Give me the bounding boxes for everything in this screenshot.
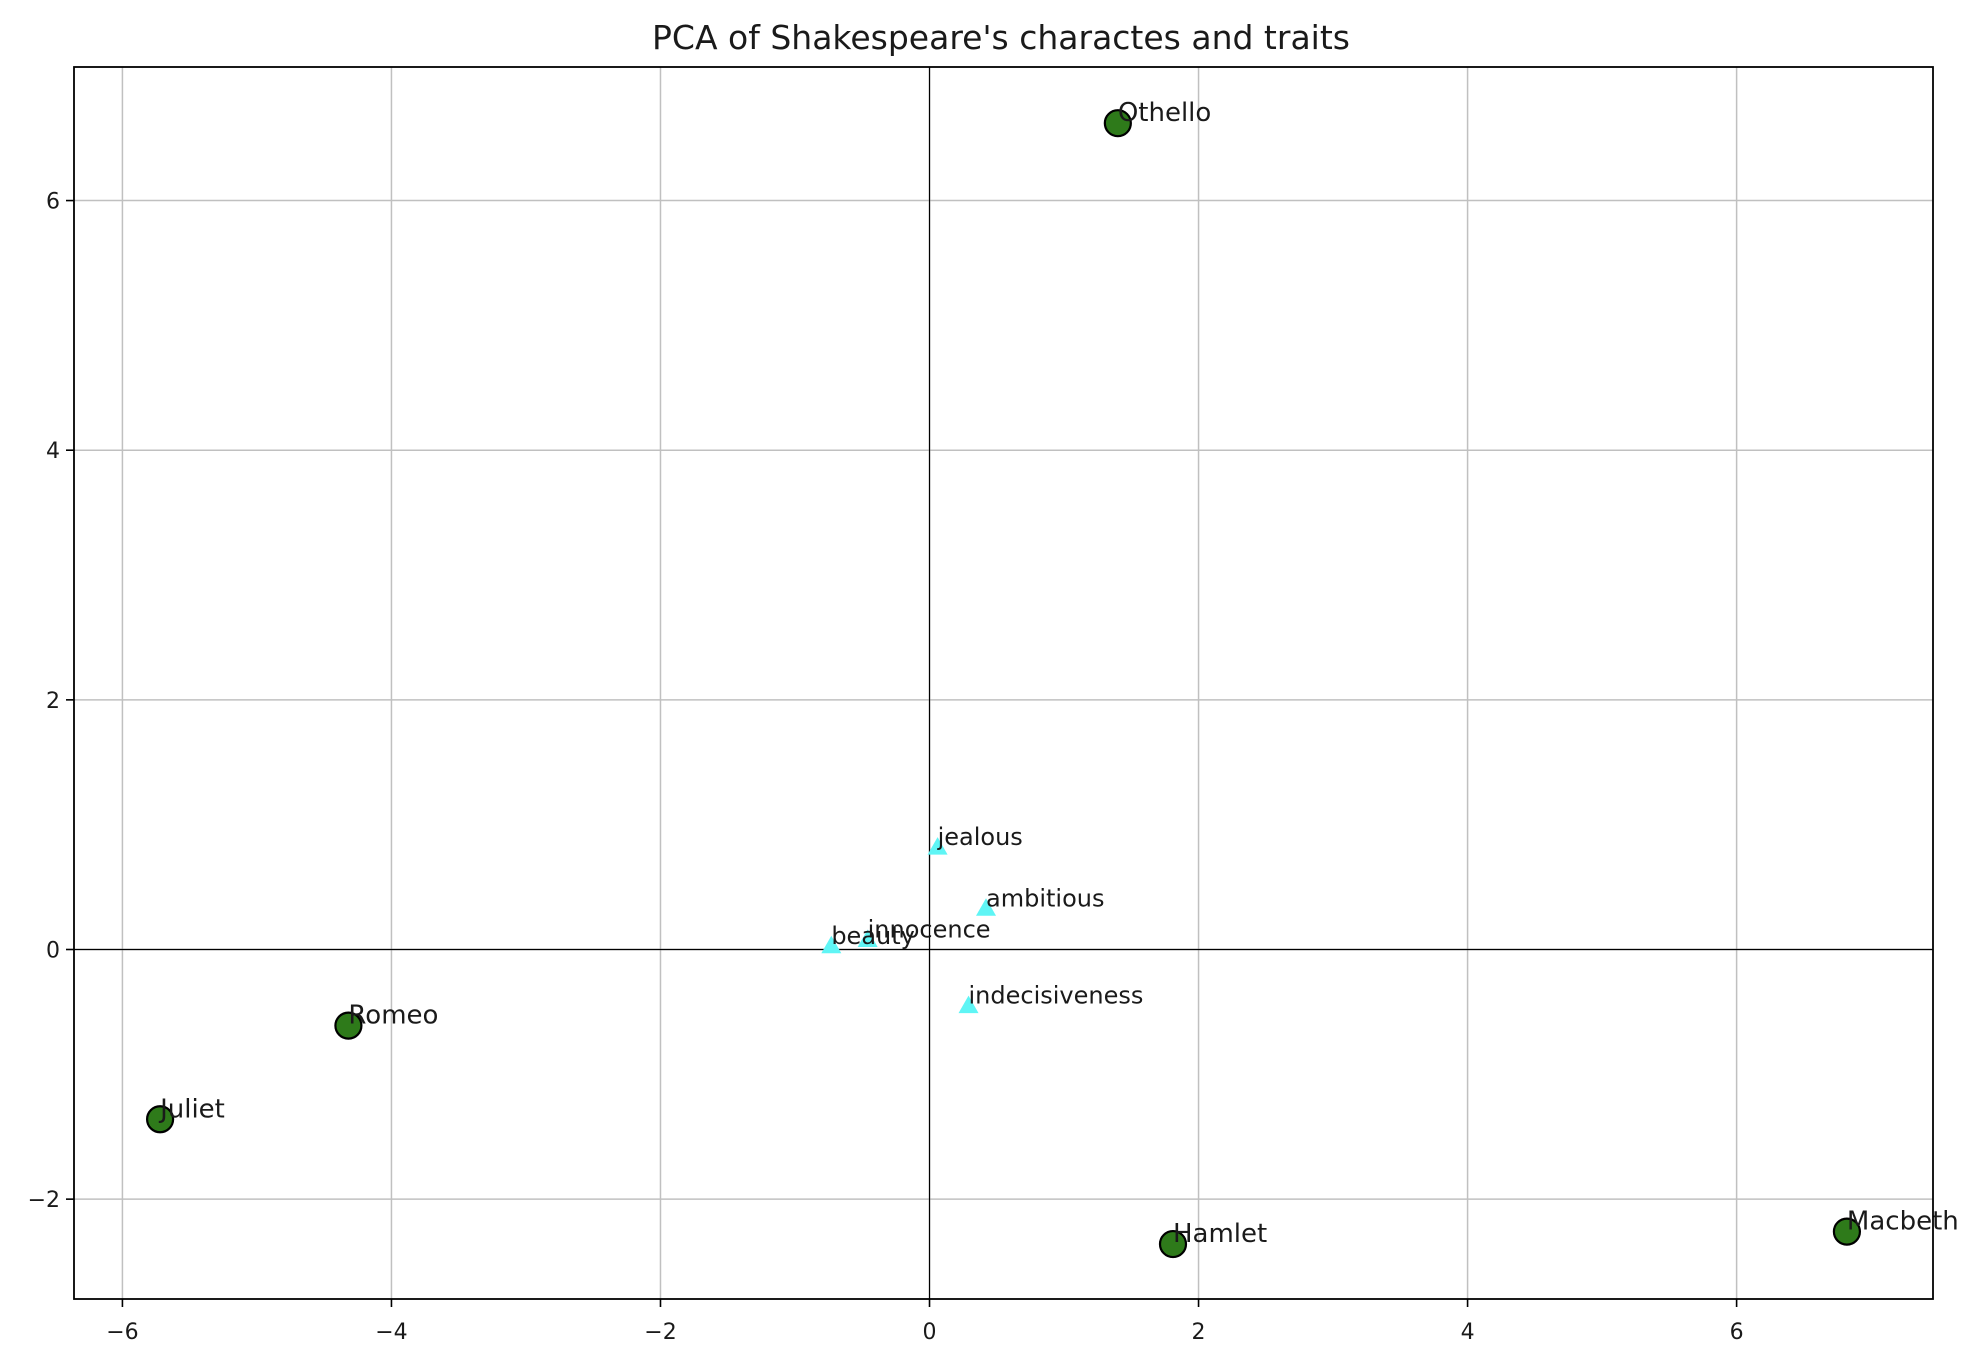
trait-marker: [821, 935, 842, 954]
character-marker: [334, 1011, 363, 1040]
chart-title: PCA of Shakespeare's charactes and trait…: [652, 18, 1350, 57]
character-marker: [1832, 1217, 1862, 1246]
axis-ticks: −6 −4 −2 0 2 4 6 −2 0 2 4 6: [28, 190, 1744, 1345]
y-tick-label: 4: [46, 439, 60, 464]
trait-marker: [927, 837, 948, 855]
trait-label: indecisiveness: [969, 982, 1144, 1010]
x-tick-label: 6: [1730, 1320, 1744, 1345]
x-tick-label: −4: [375, 1320, 407, 1345]
y-tick-label: 0: [46, 938, 60, 963]
y-tick-label: 6: [46, 190, 60, 215]
trait-label: jealous: [937, 823, 1023, 851]
character-points: [145, 109, 1862, 1259]
zero-axis-lines: [74, 67, 1933, 1299]
character-marker: [145, 1105, 175, 1134]
character-label: Romeo: [348, 1001, 438, 1031]
character-marker: [1103, 109, 1132, 138]
character-label: Hamlet: [1173, 1219, 1267, 1249]
x-tick-label: −6: [106, 1320, 138, 1345]
trait-label: ambitious: [986, 884, 1104, 912]
character-label: Macbeth: [1847, 1207, 1959, 1237]
trait-marker: [958, 995, 979, 1014]
x-tick-label: 4: [1461, 1320, 1475, 1345]
trait-label: innocence: [868, 916, 991, 944]
y-tick-label: −2: [28, 1188, 60, 1213]
character-label: Juliet: [158, 1094, 225, 1124]
character-marker: [1158, 1229, 1188, 1259]
trait-label: beauty: [831, 922, 915, 950]
trait-points: [821, 837, 997, 1014]
trait-marker: [976, 898, 997, 916]
x-tick-label: 2: [1192, 1320, 1206, 1345]
plot-frame: [73, 66, 1934, 1300]
x-tick-label: 0: [923, 1320, 937, 1345]
y-tick-label: 2: [46, 689, 60, 714]
x-tick-label: −2: [644, 1320, 676, 1345]
trait-marker: [857, 929, 878, 948]
character-label: Othello: [1118, 98, 1212, 128]
